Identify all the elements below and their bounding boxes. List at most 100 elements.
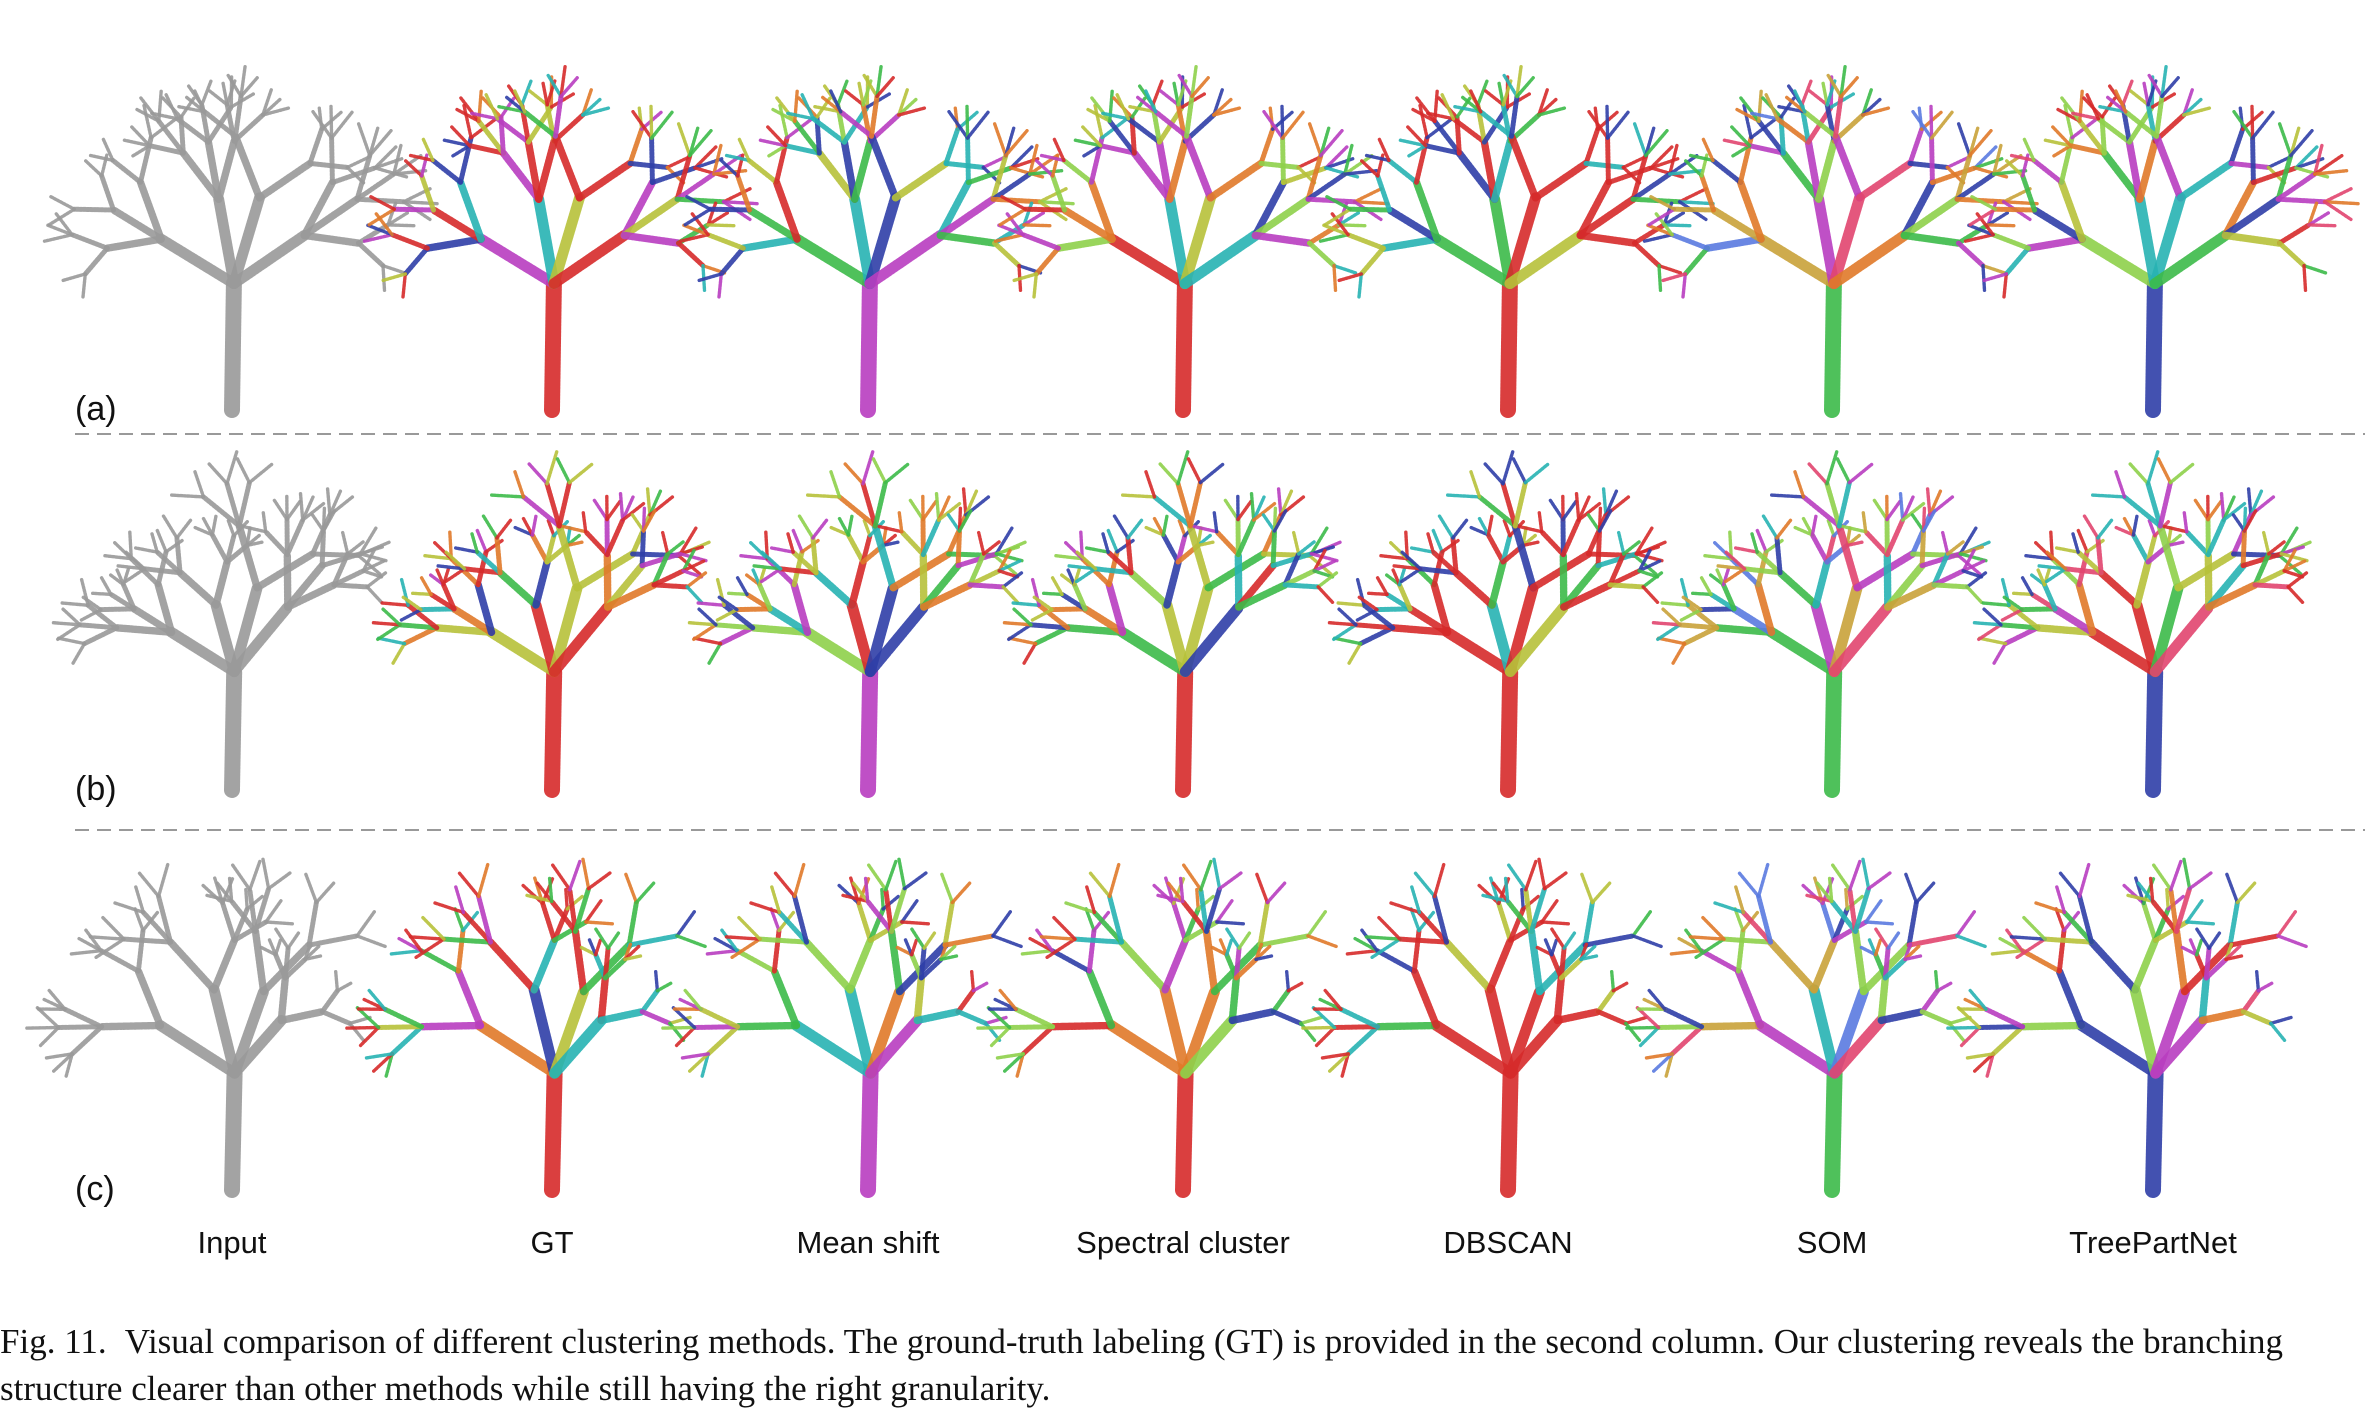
branch-segment [597,974,609,1025]
branch-segment [1039,153,1066,163]
branch-segment [678,544,706,556]
branch-segment [2151,862,2173,892]
branch-segment [851,881,870,903]
branch-segment [1774,116,1811,145]
branch-segment [204,138,223,203]
branch-segment [1543,936,1554,957]
branch-segment [992,240,1022,269]
branch-segment [229,898,258,934]
branch-segment [1172,81,1180,107]
branch-segment [860,481,878,529]
branch-segment [1903,871,1919,905]
branch-segment [1481,893,1510,903]
branch-segment [540,900,557,943]
branch-segment [389,232,430,251]
branch-segment [918,956,944,981]
branch-segment [113,901,146,915]
branch-segment [2224,871,2240,905]
branch-segment [2008,935,2047,941]
branch-segment [261,87,274,117]
branch-segment [661,1025,697,1030]
branch-segment [2145,533,2158,565]
branch-segment [748,624,812,637]
branch-segment [1215,899,1234,924]
branch-segment [1931,551,1951,588]
branch-segment [772,178,801,243]
branch-segment [128,530,134,561]
branch-segment [1681,272,1688,299]
branch-segment [2125,138,2144,203]
branch-segment [474,549,503,576]
branch-segment [971,981,989,993]
branch-segment [2058,870,2082,899]
branch-segment [402,625,440,647]
branch-segment [2169,859,2183,892]
branch-segment [1523,462,1550,485]
branch-segment [1835,522,1861,592]
branch-segment [1486,936,1515,994]
branch-segment [965,135,971,185]
branch-segment [862,73,879,99]
branch-segment [494,535,503,576]
branch-segment [1813,193,1840,290]
branch-segment [1270,551,1314,569]
branch-segment [2221,495,2236,522]
branch-segment [1251,495,1266,522]
branch-segment [2160,64,2168,99]
branch-segment [626,933,680,948]
branch-segment [1992,206,2037,213]
branch-segment [1477,883,1501,906]
branch-segment [1829,898,1858,934]
branch-segment [1621,539,1642,556]
branch-segment [474,580,496,637]
branch-segment [1833,93,1844,139]
branch-segment [1432,118,1462,156]
branch-segment [1669,232,1710,251]
branch-segment [1453,105,1483,114]
branch-segment [115,567,126,587]
branch-segment [1235,581,1289,611]
branch-segment [581,87,594,117]
branch-segment [1307,240,1337,269]
branch-segment [1161,514,1169,537]
branch-segment [1968,207,1998,227]
branch-segment [881,540,900,548]
branch-segment [1621,154,1648,170]
branch-segment [1722,138,1752,148]
branch-segment [247,887,258,934]
branch-segment [592,498,609,522]
branch-segment [1827,875,1834,903]
branch-segment [1682,625,1720,647]
branch-segment [683,207,713,227]
branch-segment [597,1007,646,1025]
branch-segment [984,1015,1008,1026]
branch-segment [1412,178,1441,243]
branch-segment [1485,532,1506,565]
branch-segment [730,937,762,960]
branch-segment [723,935,762,941]
branch-segment [1306,934,1339,949]
branch-segment [1548,498,1565,522]
branch-segment [1998,622,2041,631]
branch-segment [1631,910,1653,938]
branch-segment [2003,245,2031,277]
branch-segment [864,192,901,290]
branch-segment [1455,149,1499,203]
branch-segment [200,79,213,107]
branch-segment [1411,928,1422,974]
branch-segment [846,599,876,678]
branch-segment [2250,110,2275,140]
branch-segment [1792,468,1806,499]
branch-segment [284,581,338,611]
branch-segment [1011,601,1041,608]
branch-segment [261,106,291,117]
branch-segment [1824,275,1842,418]
branch-segment [2051,144,2073,159]
branch-segment [2313,168,2349,176]
branch-segment [1531,159,1590,202]
column-label-spectral-cluster: Spectral cluster [1076,1225,1290,1260]
branch-segment [544,1065,563,1198]
branch-segment [1697,1021,1765,1031]
branch-segment [2142,81,2150,107]
branch-segment [567,887,578,934]
